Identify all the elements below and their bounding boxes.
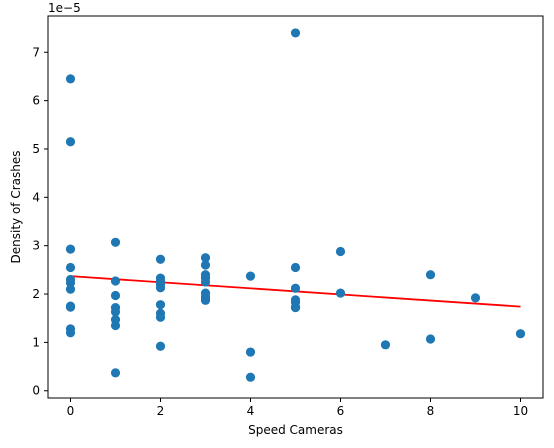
data-point [155,312,166,322]
y-tick-label: 5 [32,142,40,156]
data-point [110,290,121,301]
data-point [515,329,526,339]
x-tick-label: 0 [67,404,75,418]
data-point [65,262,76,273]
x-tick-label: 2 [157,404,165,418]
x-axis-ticks: 0 2 4 6 8 10 [67,398,528,418]
data-point [290,283,301,293]
data-point [65,284,76,294]
y-tick-label: 4 [32,190,40,204]
y-tick-label: 7 [32,45,40,59]
x-tick-label: 4 [247,404,255,418]
data-point [425,270,436,280]
data-point [245,372,256,382]
data-point [65,137,76,147]
data-point [245,271,256,281]
y-axis-offset-label: 1e−5 [48,1,81,15]
data-point [290,262,301,273]
x-tick-label: 10 [513,404,528,418]
x-tick-label: 6 [337,404,345,418]
y-tick-label: 2 [32,287,40,301]
data-point [200,295,211,305]
points-layer [65,28,526,382]
y-tick-label: 3 [32,239,40,253]
x-tick-label: 8 [427,404,435,418]
data-point [290,302,301,313]
data-point [110,368,121,378]
data-point [245,347,256,357]
data-point [65,278,76,288]
data-point [470,293,481,303]
data-point [65,302,76,312]
y-axis-ticks: 0 1 2 3 4 5 6 7 [32,45,48,398]
data-point [380,340,391,350]
data-point [200,260,211,270]
y-tick-label: 0 [32,384,40,398]
data-point [155,300,166,310]
data-point [200,277,211,287]
data-point [155,341,166,351]
y-tick-label: 1 [32,335,40,349]
data-point [110,237,121,247]
data-point [155,254,166,264]
data-point [110,320,121,331]
data-point [65,244,76,254]
x-axis-label: Speed Cameras [248,423,343,437]
y-axis-label: Density of Crashes [9,151,23,264]
data-point [65,328,76,338]
data-point [335,246,346,257]
data-point [425,334,436,344]
data-point [155,283,166,293]
data-point [335,288,346,298]
plot-frame [47,15,544,399]
data-point [65,74,76,84]
data-point [290,28,301,38]
data-point [110,276,121,286]
y-tick-label: 6 [32,94,40,108]
data-point [110,307,121,317]
data-point [200,253,211,263]
